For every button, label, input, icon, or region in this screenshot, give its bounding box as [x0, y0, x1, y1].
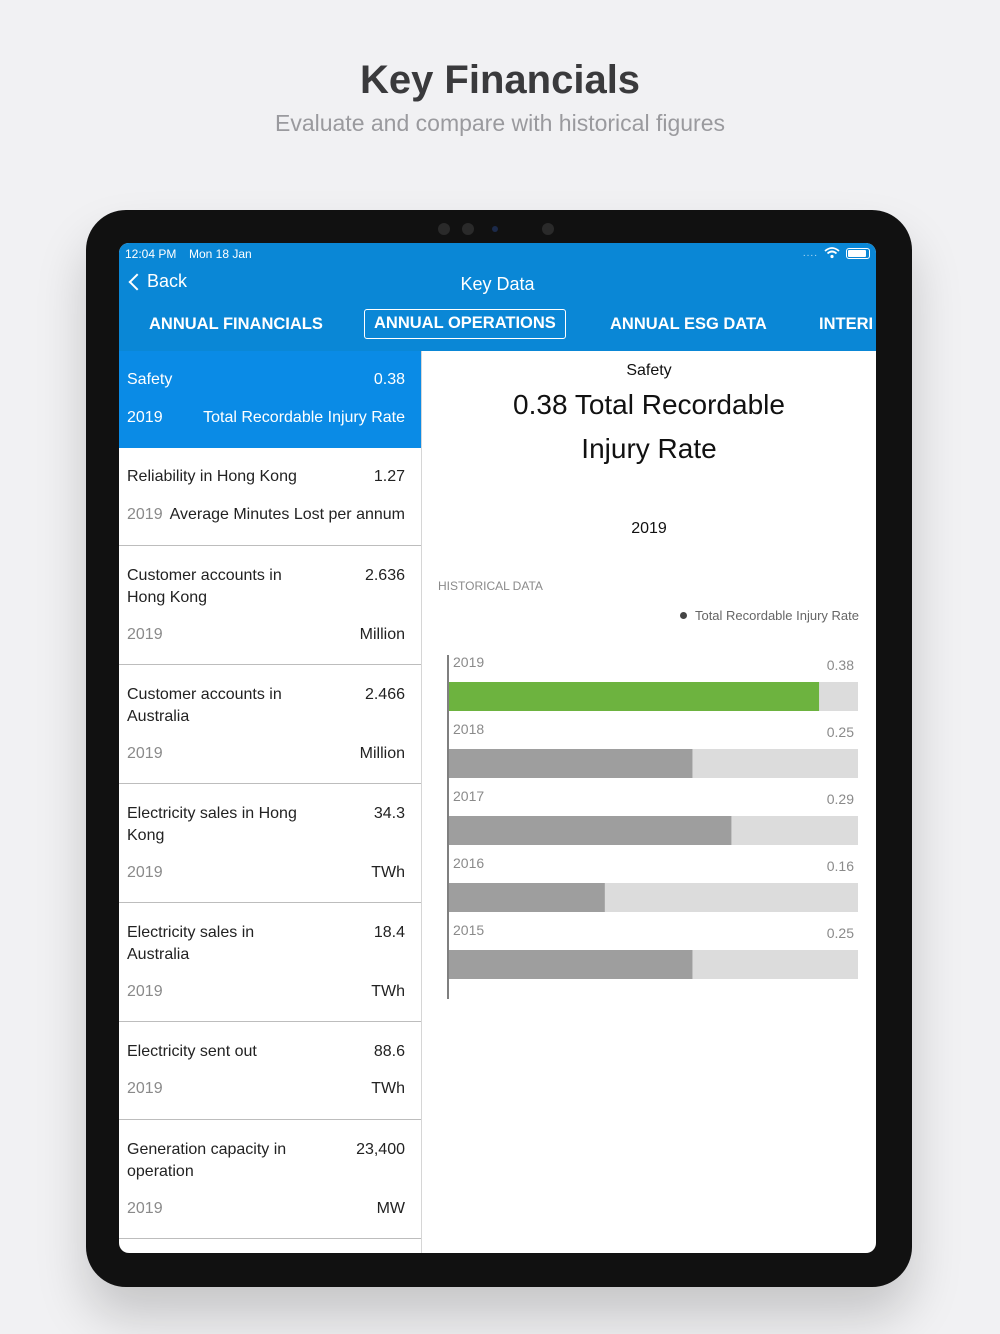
- item-year: 2019: [127, 745, 163, 762]
- tab-annual-financials[interactable]: ANNUAL FINANCIALS: [149, 315, 323, 333]
- chart-bar: [449, 950, 693, 979]
- list-item-customer-accounts-hk[interactable]: Customer accounts in Hong Kong 2.636 201…: [119, 546, 421, 665]
- promo-subtitle: Evaluate and compare with historical fig…: [274, 110, 725, 136]
- item-name: Electricity sales in Australia: [127, 924, 255, 963]
- item-year: 2019: [127, 626, 163, 643]
- chart-bar: [449, 816, 732, 845]
- chart-legend: Total Recordable Injury Rate: [679, 608, 859, 623]
- app-screen: 12:04 PM Mon 18 Jan .... Back Key Data A…: [119, 243, 876, 1253]
- nav-title: Key Data: [460, 274, 535, 294]
- chart-category-label: 2015: [453, 922, 484, 938]
- chart-value-label: 0.38: [827, 657, 854, 673]
- tablet-frame: 12:04 PM Mon 18 Jan .... Back Key Data A…: [86, 210, 912, 1287]
- camera-dot: [542, 223, 554, 235]
- item-year: 2019: [127, 409, 163, 426]
- legend-dot-icon: [679, 612, 687, 619]
- key-data-list: Safety 0.38 2019 Total Recordable Injury…: [119, 351, 422, 1253]
- item-name: Electricity sent out: [127, 1043, 257, 1060]
- item-name: Reliability in Hong Kong: [127, 468, 297, 485]
- tab-annual-esg-data[interactable]: ANNUAL ESG DATA: [610, 315, 767, 333]
- detail-panel: Safety 0.38 Total Recordable Injury Rate…: [422, 351, 876, 1253]
- list-item-safety[interactable]: Safety 0.38 2019 Total Recordable Injury…: [119, 351, 421, 448]
- back-button[interactable]: Back: [127, 271, 187, 292]
- item-year: 2019: [127, 1200, 163, 1217]
- item-unit: Total Recordable Injury Rate: [203, 409, 405, 426]
- legend-label: Total Recordable Injury Rate: [694, 608, 859, 623]
- item-value: 88.6: [373, 1043, 405, 1060]
- detail-category: Safety: [626, 362, 672, 379]
- list-item-electricity-sent-out[interactable]: Electricity sent out 88.6 2019 TWh: [119, 1022, 421, 1120]
- status-time: 12:04 PM: [125, 247, 177, 261]
- item-name: Safety: [127, 371, 173, 388]
- chart-bar: [449, 749, 693, 778]
- camera-dot: [462, 223, 474, 235]
- item-year: 2019: [127, 506, 163, 523]
- chart-category-label: 2017: [453, 788, 484, 804]
- detail-headline: 0.38 Total Recordable Injury Rate: [513, 389, 785, 464]
- detail-year: 2019: [631, 520, 667, 537]
- chart-category-label: 2018: [453, 721, 484, 737]
- chart-bar: [449, 883, 605, 912]
- item-unit: Million: [359, 626, 405, 643]
- chart-value-label: 0.25: [827, 925, 854, 941]
- item-value: 2.636: [364, 567, 405, 584]
- item-name: Customer accounts in Hong Kong: [127, 567, 282, 606]
- chart-category-label: 2019: [453, 654, 484, 670]
- wifi-icon: [824, 247, 840, 259]
- item-unit: TWh: [371, 1080, 405, 1097]
- camera-dot: [438, 223, 450, 235]
- item-value: 2.466: [364, 686, 405, 703]
- historical-data-label: HISTORICAL DATA: [438, 579, 543, 593]
- signal-icon: ....: [802, 247, 818, 259]
- item-year: 2019: [127, 864, 163, 881]
- item-value: 0.38: [373, 371, 405, 388]
- camera-dot: [492, 226, 498, 232]
- item-value: 23,400: [356, 1141, 405, 1158]
- item-value: 34.3: [373, 805, 405, 822]
- list-item-customer-accounts-au[interactable]: Customer accounts in Australia 2.466 201…: [119, 665, 421, 784]
- back-label: Back: [147, 271, 188, 291]
- item-name: Customer accounts in Australia: [127, 686, 282, 725]
- item-unit: MW: [376, 1200, 405, 1217]
- item-value: 1.27: [373, 468, 405, 485]
- item-year: 2019: [127, 1080, 163, 1097]
- tab-interim[interactable]: INTERI: [819, 315, 874, 333]
- list-item-electricity-sales-hk[interactable]: Electricity sales in Hong Kong 34.3 2019…: [119, 784, 421, 903]
- list-item-reliability[interactable]: Reliability in Hong Kong 1.27 2019 Avera…: [119, 448, 421, 546]
- chart-category-label: 2016: [453, 855, 484, 871]
- status-date: Mon 18 Jan: [189, 247, 252, 261]
- tab-annual-operations[interactable]: ANNUAL OPERATIONS: [364, 309, 566, 339]
- item-name: Electricity sales in Hong Kong: [127, 805, 297, 844]
- chart-value-label: 0.16: [827, 858, 854, 874]
- status-indicators: ....: [803, 247, 870, 259]
- item-name: Generation capacity in operation: [127, 1141, 287, 1180]
- item-unit: Average Minutes Lost per annum: [169, 506, 405, 523]
- promo-title: Key Financials: [359, 58, 641, 102]
- battery-icon: [846, 247, 870, 259]
- app-header: 12:04 PM Mon 18 Jan .... Back Key Data A…: [119, 243, 876, 351]
- chart-value-label: 0.25: [827, 724, 854, 740]
- chart-bar: [449, 682, 820, 711]
- item-unit: Million: [359, 745, 405, 762]
- list-item-electricity-sales-au[interactable]: Electricity sales in Australia 18.4 2019…: [119, 903, 421, 1022]
- item-unit: TWh: [371, 983, 405, 1000]
- item-value: 18.4: [373, 924, 405, 941]
- item-year: 2019: [127, 983, 163, 1000]
- item-unit: TWh: [371, 864, 405, 881]
- list-item-generation-capacity[interactable]: Generation capacity in operation 23,400 …: [119, 1120, 421, 1239]
- chart-value-label: 0.29: [827, 791, 854, 807]
- historical-bar-chart: 2019 0.38 2018 0.25 2017 0.29 2016 0.16 2015 0.25: [447, 654, 858, 999]
